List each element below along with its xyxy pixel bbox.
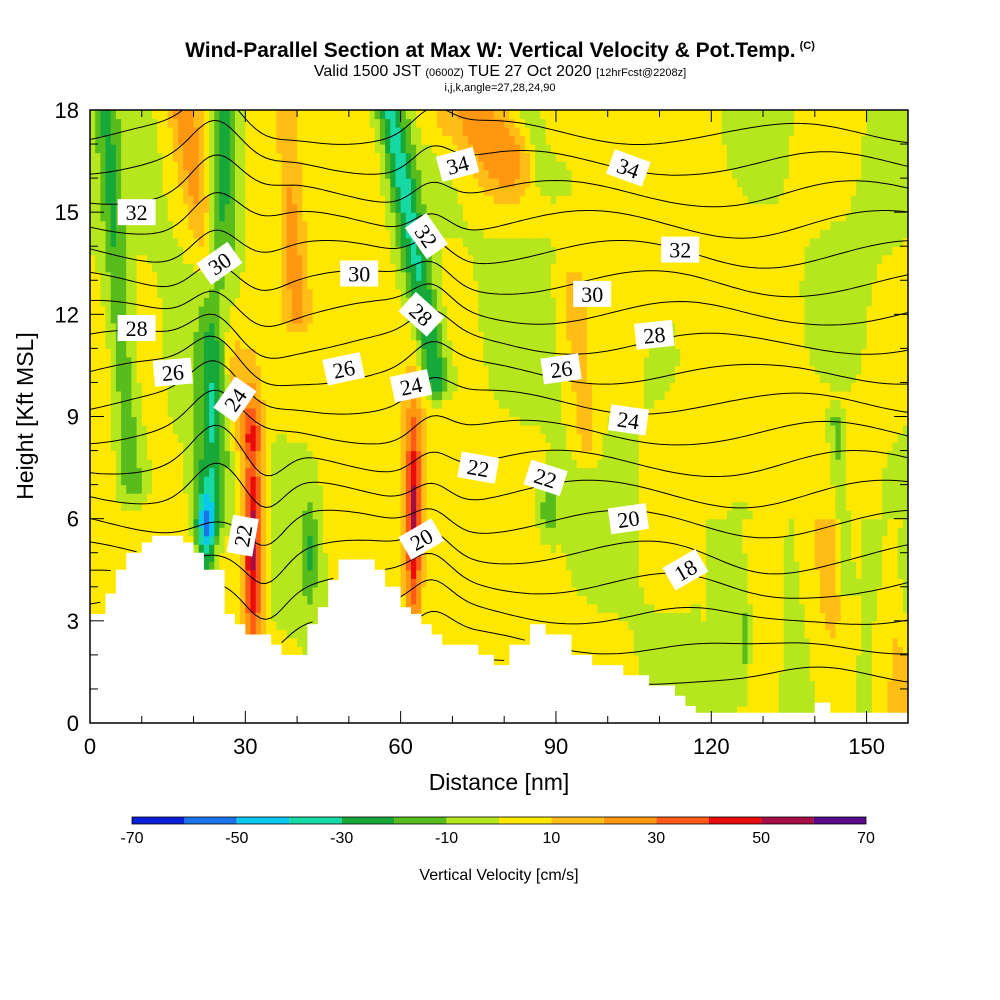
colorbar-bin	[394, 817, 447, 824]
theta-contour	[90, 335, 908, 387]
colorbar-tick-label: -10	[435, 830, 458, 847]
colorbar-bin	[236, 817, 290, 824]
theta-contour	[90, 283, 908, 327]
contour-label: 34	[435, 147, 480, 182]
contour-label: 24	[607, 404, 650, 436]
x-axis-label: Distance [nm]	[429, 769, 570, 795]
colorbar-bin	[289, 817, 342, 824]
x-tick-label: 90	[544, 734, 568, 759]
theta-contour	[421, 610, 908, 655]
svg-text:26: 26	[161, 359, 185, 386]
svg-text:32: 32	[669, 238, 691, 263]
contour-label: 26	[152, 357, 193, 387]
theta-contour	[90, 192, 908, 239]
potential-temperature-contours	[90, 110, 908, 685]
y-tick-label: 9	[67, 405, 79, 430]
y-tick-label: 18	[55, 98, 79, 123]
colorbar-bin	[446, 817, 499, 824]
contour-label: 26	[322, 352, 365, 386]
colorbar-bin	[499, 817, 552, 824]
colorbar-tick-label: 10	[543, 830, 561, 847]
contour-label: 22	[457, 451, 500, 484]
terrain-mask	[90, 535, 908, 723]
svg-text:26: 26	[330, 355, 357, 384]
colorbar-bin	[603, 817, 657, 824]
theta-contour	[90, 110, 908, 145]
x-tick-label: 150	[848, 734, 885, 759]
contour-label: 30	[340, 260, 379, 287]
theta-contour	[90, 154, 908, 208]
colorbar: -70 -50 -30 -10 10 30 50 70	[120, 816, 875, 847]
colorbar-bin	[708, 817, 762, 824]
x-tick-label: 120	[693, 734, 730, 759]
contour-label: 22	[226, 514, 259, 557]
colorbar-bin	[761, 817, 814, 824]
theta-contour	[90, 552, 908, 620]
y-axis-label: Height [Kft MSL]	[12, 332, 38, 499]
svg-text:22: 22	[465, 454, 491, 482]
svg-text:24: 24	[616, 406, 641, 434]
contour-label: 34	[606, 149, 651, 187]
colorbar-frame	[131, 816, 867, 825]
axes: 0 30 60 90 120 150 0 3 6 9 12 15 18	[55, 98, 908, 759]
theta-contour	[90, 579, 908, 644]
x-tick-label: 60	[388, 734, 412, 759]
theta-contour	[90, 360, 908, 415]
colorbar-tick-label: 70	[857, 830, 875, 847]
theta-contour	[90, 119, 908, 176]
y-tick-label: 6	[67, 507, 79, 532]
chart-subtitle: Valid 1500 JST (0600Z) TUE 27 Oct 2020 […	[313, 63, 687, 80]
colorbar-tick-label: -50	[225, 830, 248, 847]
theta-contour	[90, 424, 908, 477]
colorbar-bin	[813, 817, 866, 824]
contour-label: 30	[573, 280, 612, 307]
y-tick-label: 0	[67, 711, 79, 736]
svg-text:32: 32	[126, 200, 148, 225]
chart-indices: i,j,k,angle=27,28,24,90	[444, 82, 556, 94]
theta-contour	[90, 229, 908, 269]
theta-contour	[90, 508, 908, 546]
colorbar-tick-label: 30	[647, 830, 665, 847]
x-tick-label: 0	[84, 734, 96, 759]
x-tick-label: 30	[233, 734, 257, 759]
svg-text:26: 26	[549, 355, 574, 383]
colorbar-tick-label: -70	[120, 830, 143, 847]
contour-label: 22	[523, 459, 568, 497]
y-tick-label: 3	[67, 609, 79, 634]
contour-label: 28	[634, 319, 675, 350]
svg-text:30: 30	[581, 282, 603, 307]
theta-contour	[493, 659, 908, 685]
theta-contour	[90, 462, 908, 509]
chart-titles: Wind-Parallel Section at Max W: Vertical…	[0, 34, 1000, 94]
colorbar-bin	[656, 817, 709, 824]
theta-contour	[90, 530, 908, 585]
colorbar-bin	[132, 817, 185, 824]
colorbar-bin	[551, 817, 604, 824]
contour-label: 20	[607, 503, 650, 535]
contour-label: 26	[540, 353, 582, 385]
chart-title: Wind-Parallel Section at Max W: Vertical…	[185, 39, 815, 62]
colorbar-tick-label: -30	[330, 830, 353, 847]
y-tick-label: 12	[55, 302, 79, 327]
y-tick-label: 15	[55, 200, 79, 225]
svg-text:30: 30	[348, 262, 370, 287]
svg-text:20: 20	[616, 505, 641, 533]
svg-text:22: 22	[229, 523, 257, 549]
svg-text:28: 28	[126, 316, 148, 341]
theta-contour	[90, 309, 908, 359]
svg-text:24: 24	[398, 372, 425, 401]
colorbar-tick-label: 50	[752, 830, 770, 847]
contour-label: 32	[117, 199, 156, 226]
colorbar-bin	[341, 817, 395, 824]
colorbar-bin	[184, 817, 237, 824]
svg-text:28: 28	[642, 322, 666, 349]
contour-label: 28	[117, 315, 156, 341]
contour-label: 24	[389, 369, 433, 403]
contour-label: 32	[661, 236, 700, 263]
colorbar-label: Vertical Velocity [cm/s]	[419, 867, 578, 884]
